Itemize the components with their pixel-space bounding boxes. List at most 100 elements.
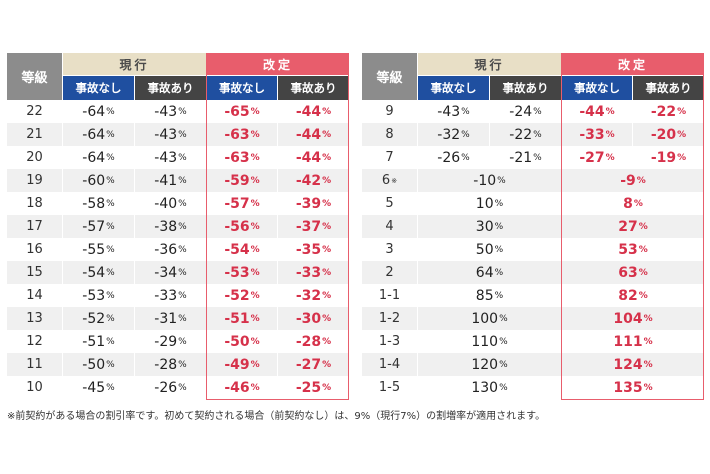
current-accident-rate-unit: %: [178, 129, 187, 140]
revised-accident-rate: -37%: [278, 215, 349, 238]
table-row: 1-2 100% 104%: [362, 307, 704, 330]
grade-label: 4: [385, 219, 394, 234]
column-divider: [62, 192, 63, 215]
revised-rate-value: 8: [623, 195, 633, 212]
column-divider: [206, 169, 207, 192]
current-no-accident-rate-unit: %: [106, 198, 115, 209]
current-no-accident-rate-unit: %: [106, 152, 115, 163]
current-rate: -10%: [418, 169, 561, 192]
revised-rate: 124%: [562, 353, 704, 376]
revised-accident-rate-value: -39: [295, 195, 322, 212]
column-divider: [277, 169, 278, 192]
current-accident-rate-unit: %: [178, 359, 187, 370]
current-accident-rate: -41%: [135, 169, 206, 192]
revised-header: 改定: [562, 53, 704, 75]
column-divider: [134, 123, 135, 146]
current-accident-rate: -36%: [135, 238, 206, 261]
revised-no-accident-rate: -46%: [207, 376, 277, 399]
current-rate-value: 30: [475, 218, 494, 235]
revised-rate-value: 63: [618, 264, 638, 281]
revised-accident-rate: -39%: [278, 192, 349, 215]
current-accident-rate: -43%: [135, 123, 206, 146]
current-accident-rate: -40%: [135, 192, 206, 215]
grade-cell: 6 ※: [362, 169, 417, 192]
current-no-accident-rate-unit: %: [106, 382, 115, 393]
current-no-accident-rate: -51%: [63, 330, 134, 353]
column-divider: [62, 215, 63, 238]
grade-label: 16: [26, 242, 43, 257]
current-no-accident-rate: -54%: [63, 261, 134, 284]
current-rate-value: 50: [475, 241, 494, 258]
current-rate: 130%: [418, 376, 561, 399]
current-rate-value: 10: [475, 195, 494, 212]
grade-cell: 21: [7, 123, 62, 146]
table-row: 9 -43% -24% -44% -22%: [362, 100, 704, 123]
revised-no-accident-rate-value: -44: [579, 103, 605, 120]
current-no-accident-rate: -32%: [418, 123, 489, 146]
revised-accident-rate: -35%: [278, 238, 349, 261]
revised-rate: 53%: [562, 238, 704, 261]
current-rate-unit: %: [499, 359, 508, 370]
grade-cell: 1-4: [362, 353, 417, 376]
column-divider: [561, 215, 562, 238]
column-divider: [62, 353, 63, 376]
column-divider: [206, 192, 207, 215]
current-rate-value: 110: [471, 333, 499, 350]
current-rate: 100%: [418, 307, 561, 330]
column-divider: [62, 169, 63, 192]
revised-no-accident-rate-unit: %: [250, 359, 260, 370]
revised-accident-rate: -44%: [278, 100, 349, 123]
revised-accident-rate-unit: %: [322, 106, 332, 117]
current-no-accident-rate: -26%: [418, 146, 489, 169]
column-divider: [62, 330, 63, 353]
current-accident-rate-value: -26: [154, 379, 178, 396]
revised-no-accident-rate-value: -53: [224, 264, 250, 281]
current-rate-unit: %: [494, 198, 504, 209]
current-rate-value: 100: [471, 310, 499, 327]
column-divider: [134, 376, 135, 399]
revised-no-accident-rate: -63%: [207, 123, 277, 146]
current-rate-unit: %: [494, 290, 504, 301]
revised-accident-rate-unit: %: [322, 221, 332, 232]
current-header: 現行: [418, 53, 561, 75]
revised-no-accident-rate: -59%: [207, 169, 277, 192]
grade-label: 21: [26, 127, 43, 142]
revised-no-accident-rate-value: -63: [224, 126, 250, 143]
table-row: 22 -64% -43% -65% -44%: [7, 100, 349, 123]
current-accident-rate-unit: %: [178, 244, 187, 255]
revised-accident-rate-unit: %: [322, 152, 332, 163]
current-no-accident-rate-unit: %: [106, 359, 115, 370]
column-divider: [206, 215, 207, 238]
current-rate-unit: %: [494, 221, 504, 232]
current-no-accident-rate-value: -53: [82, 287, 106, 304]
current-no-accident-rate-unit: %: [106, 175, 115, 186]
column-divider: [561, 123, 562, 146]
current-no-accident-rate-value: -54: [82, 264, 106, 281]
current-accident-rate-value: -41: [154, 172, 178, 189]
column-divider: [62, 376, 63, 399]
revised-rate: 104%: [562, 307, 704, 330]
current-no-accident-rate-unit: %: [106, 290, 115, 301]
current-rate: 64%: [418, 261, 561, 284]
current-no-accident-header: 事故なし: [418, 76, 489, 100]
revised-no-accident-rate-unit: %: [250, 336, 260, 347]
column-divider: [62, 284, 63, 307]
column-divider: [134, 192, 135, 215]
current-no-accident-rate-value: -60: [82, 172, 106, 189]
revised-accident-rate-value: -28: [295, 333, 322, 350]
current-accident-rate-value: -43: [154, 103, 178, 120]
column-divider: [62, 123, 63, 146]
current-no-accident-rate: -50%: [63, 353, 134, 376]
current-no-accident-rate-unit: %: [461, 106, 470, 117]
revised-no-accident-rate-unit: %: [605, 152, 615, 163]
grade-cell: 1-5: [362, 376, 417, 399]
column-divider: [417, 192, 418, 215]
revised-no-accident-rate-unit: %: [250, 175, 260, 186]
current-no-accident-rate-value: -32: [437, 126, 461, 143]
grade-label: 14: [26, 288, 43, 303]
grade-label: 18: [26, 196, 43, 211]
current-accident-rate-unit: %: [178, 106, 187, 117]
revised-accident-rate-unit: %: [322, 267, 332, 278]
grade-label: 1-2: [378, 311, 401, 326]
revised-accident-rate-value: -33: [295, 264, 322, 281]
